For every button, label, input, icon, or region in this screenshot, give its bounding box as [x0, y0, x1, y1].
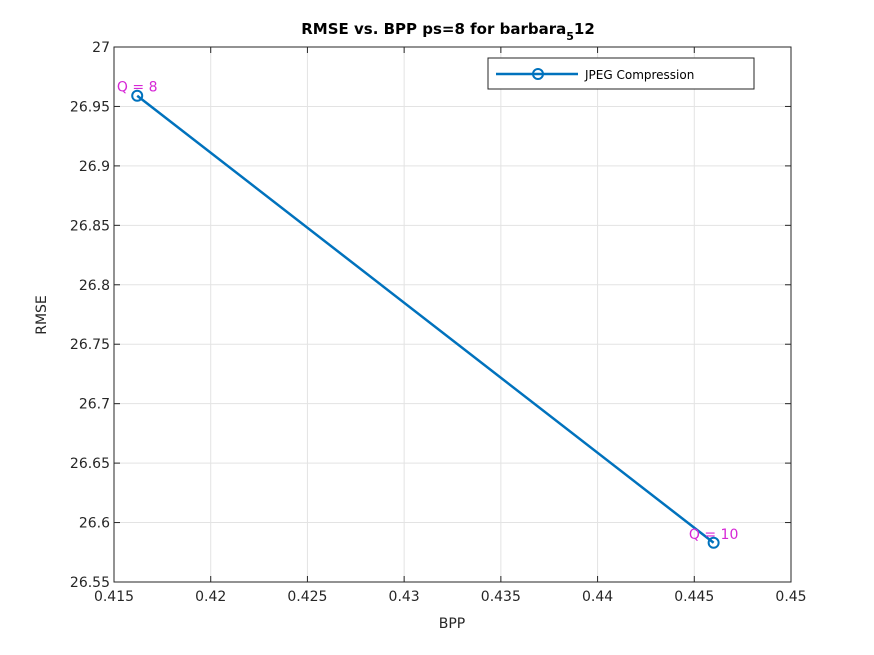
x-tick-label: 0.45: [775, 589, 806, 605]
series-layer: Q = 8 Q = 10: [117, 80, 738, 549]
y-tick-label: 26.6: [79, 516, 110, 532]
y-tick-label: 26.75: [70, 337, 110, 353]
x-axis-label: BPP: [439, 616, 466, 632]
y-tick-label: 26.9: [79, 159, 110, 175]
series-line-jpeg-compression: [136, 94, 715, 544]
chart-title-tail: 12: [574, 20, 595, 38]
plot-area: [114, 47, 791, 582]
chart-title-subscript: 5: [566, 30, 574, 43]
x-tick-label: 0.435: [481, 589, 521, 605]
chart-title: RMSE vs. BPP ps=8 for barbara512: [301, 20, 595, 43]
x-tick-label: 0.445: [674, 589, 714, 605]
y-tick-label: 26.95: [70, 99, 110, 115]
y-axis-label: RMSE: [34, 295, 50, 335]
y-tick-label: 26.85: [70, 218, 110, 234]
y-tick-label: 26.55: [70, 575, 110, 591]
tick-layer: 0.415 0.42 0.425 0.43 0.435 0.44 0.445 0.45 26.5…: [70, 40, 807, 605]
legend: JPEG Compression: [487, 57, 755, 90]
point-annotation: Q = 10: [689, 527, 738, 543]
plot-frame: [113, 46, 792, 583]
y-tick-label: 26.8: [79, 278, 110, 294]
y-tick-label: 26.7: [79, 397, 110, 413]
legend-entry-jpeg-compression: JPEG Compression: [584, 68, 694, 82]
y-tick-label: 26.65: [70, 456, 110, 472]
x-tick-label: 0.44: [582, 589, 613, 605]
y-tick-label: 27: [92, 40, 110, 56]
x-tick-label: 0.42: [195, 589, 226, 605]
data-point-marker: [131, 89, 144, 102]
point-annotation: Q = 8: [117, 80, 158, 96]
x-tick-label: 0.415: [94, 589, 134, 605]
legend-marker-swatch: [532, 68, 544, 80]
data-point-marker: [707, 536, 720, 549]
x-tick-label: 0.43: [389, 589, 420, 605]
x-tick-label: 0.425: [287, 589, 327, 605]
grid-lines: [114, 47, 791, 582]
